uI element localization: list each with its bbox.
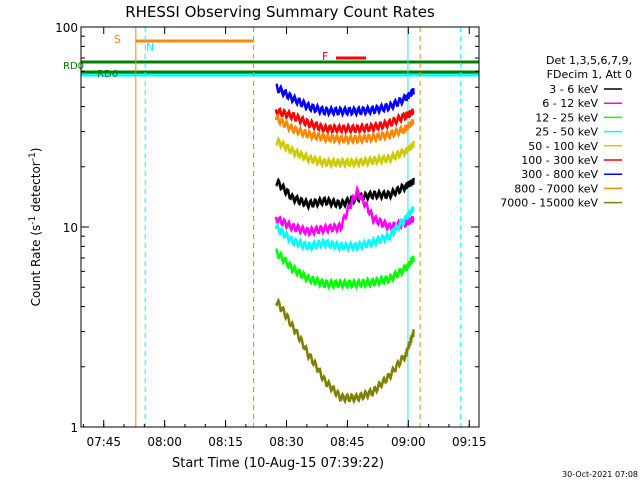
x-tick-label-1: 08:00	[147, 435, 182, 449]
x-tick-label-4: 08:45	[330, 435, 365, 449]
annotation-rd0: RD0	[63, 61, 84, 72]
y-axis-label-sup1: -1	[28, 216, 38, 225]
y-axis-label-group: Count Rate (s-1 detector-1)	[28, 148, 43, 307]
series-line-2	[275, 248, 415, 291]
annotation-n: N	[146, 41, 154, 54]
axis-ticks: 07:45 08:00 08:15 08:30 08:45 09:00 09:15 1 10 10…	[55, 21, 486, 449]
series-line-5	[274, 106, 415, 136]
y-axis-label: Count Rate (s-1 detector-1)	[28, 148, 43, 307]
series-3	[274, 206, 415, 254]
y-tick-label-1: 10	[63, 221, 78, 235]
x-tick-label-2: 08:15	[208, 435, 243, 449]
legend-label-0: 3 - 6 keV	[549, 83, 598, 96]
timestamp: 30-Oct-2021 07:08	[562, 470, 638, 479]
series-line-3	[274, 206, 415, 254]
x-axis-label: Start Time (10-Aug-15 07:39:22)	[172, 456, 384, 471]
series-line-6	[275, 83, 415, 118]
y-tick-label-2: 100	[55, 21, 78, 35]
legend-label-8: 7000 - 15000 keV	[500, 197, 598, 210]
chart-title: RHESSI Observing Summary Count Rates	[125, 3, 435, 21]
legend-label-5: 100 - 300 keV	[521, 154, 598, 167]
y-axis-label-end: )	[29, 148, 43, 153]
plot-area: S N F RD0 RD6	[63, 27, 479, 427]
x-tick-label-5: 09:00	[391, 435, 426, 449]
annotation-rd6: RD6	[97, 69, 118, 80]
y-tick-label-0: 1	[70, 421, 78, 435]
series-6	[275, 83, 415, 118]
y-axis-label-sup2: -1	[28, 152, 38, 161]
series-line-7	[274, 113, 415, 147]
annotation-s: S	[114, 33, 121, 46]
series-8	[274, 297, 415, 405]
series-0	[275, 177, 415, 212]
series-5	[274, 106, 415, 136]
x-tick-label-0: 07:45	[86, 435, 121, 449]
legend: Det 1,3,5,6,7,9,FDecim 1, Att 0 3 - 6 keV…	[500, 54, 632, 210]
legend-label-1: 6 - 12 keV	[542, 97, 598, 110]
legend-header-1: Det 1,3,5,6,7,9,	[546, 54, 632, 67]
annotation-f: F	[322, 50, 328, 63]
legend-label-6: 300 - 800 keV	[521, 168, 598, 181]
y-axis-label-mid: detector	[29, 161, 43, 216]
legend-label-7: 800 - 7000 keV	[514, 182, 598, 195]
series-4	[275, 136, 415, 170]
x-tick-label-6: 09:15	[452, 435, 487, 449]
series-7	[274, 113, 415, 147]
legend-label-4: 50 - 100 keV	[528, 140, 598, 153]
legend-label-2: 12 - 25 keV	[535, 111, 598, 124]
series-line-8	[274, 297, 415, 405]
series-line-4	[275, 136, 415, 170]
x-tick-label-3: 08:30	[269, 435, 304, 449]
legend-label-3: 25 - 50 keV	[535, 126, 598, 139]
series-2	[275, 248, 415, 291]
y-axis-label-main: Count Rate (s	[29, 225, 43, 307]
series-line-0	[275, 177, 415, 212]
legend-header-2: FDecim 1, Att 0	[547, 68, 632, 81]
